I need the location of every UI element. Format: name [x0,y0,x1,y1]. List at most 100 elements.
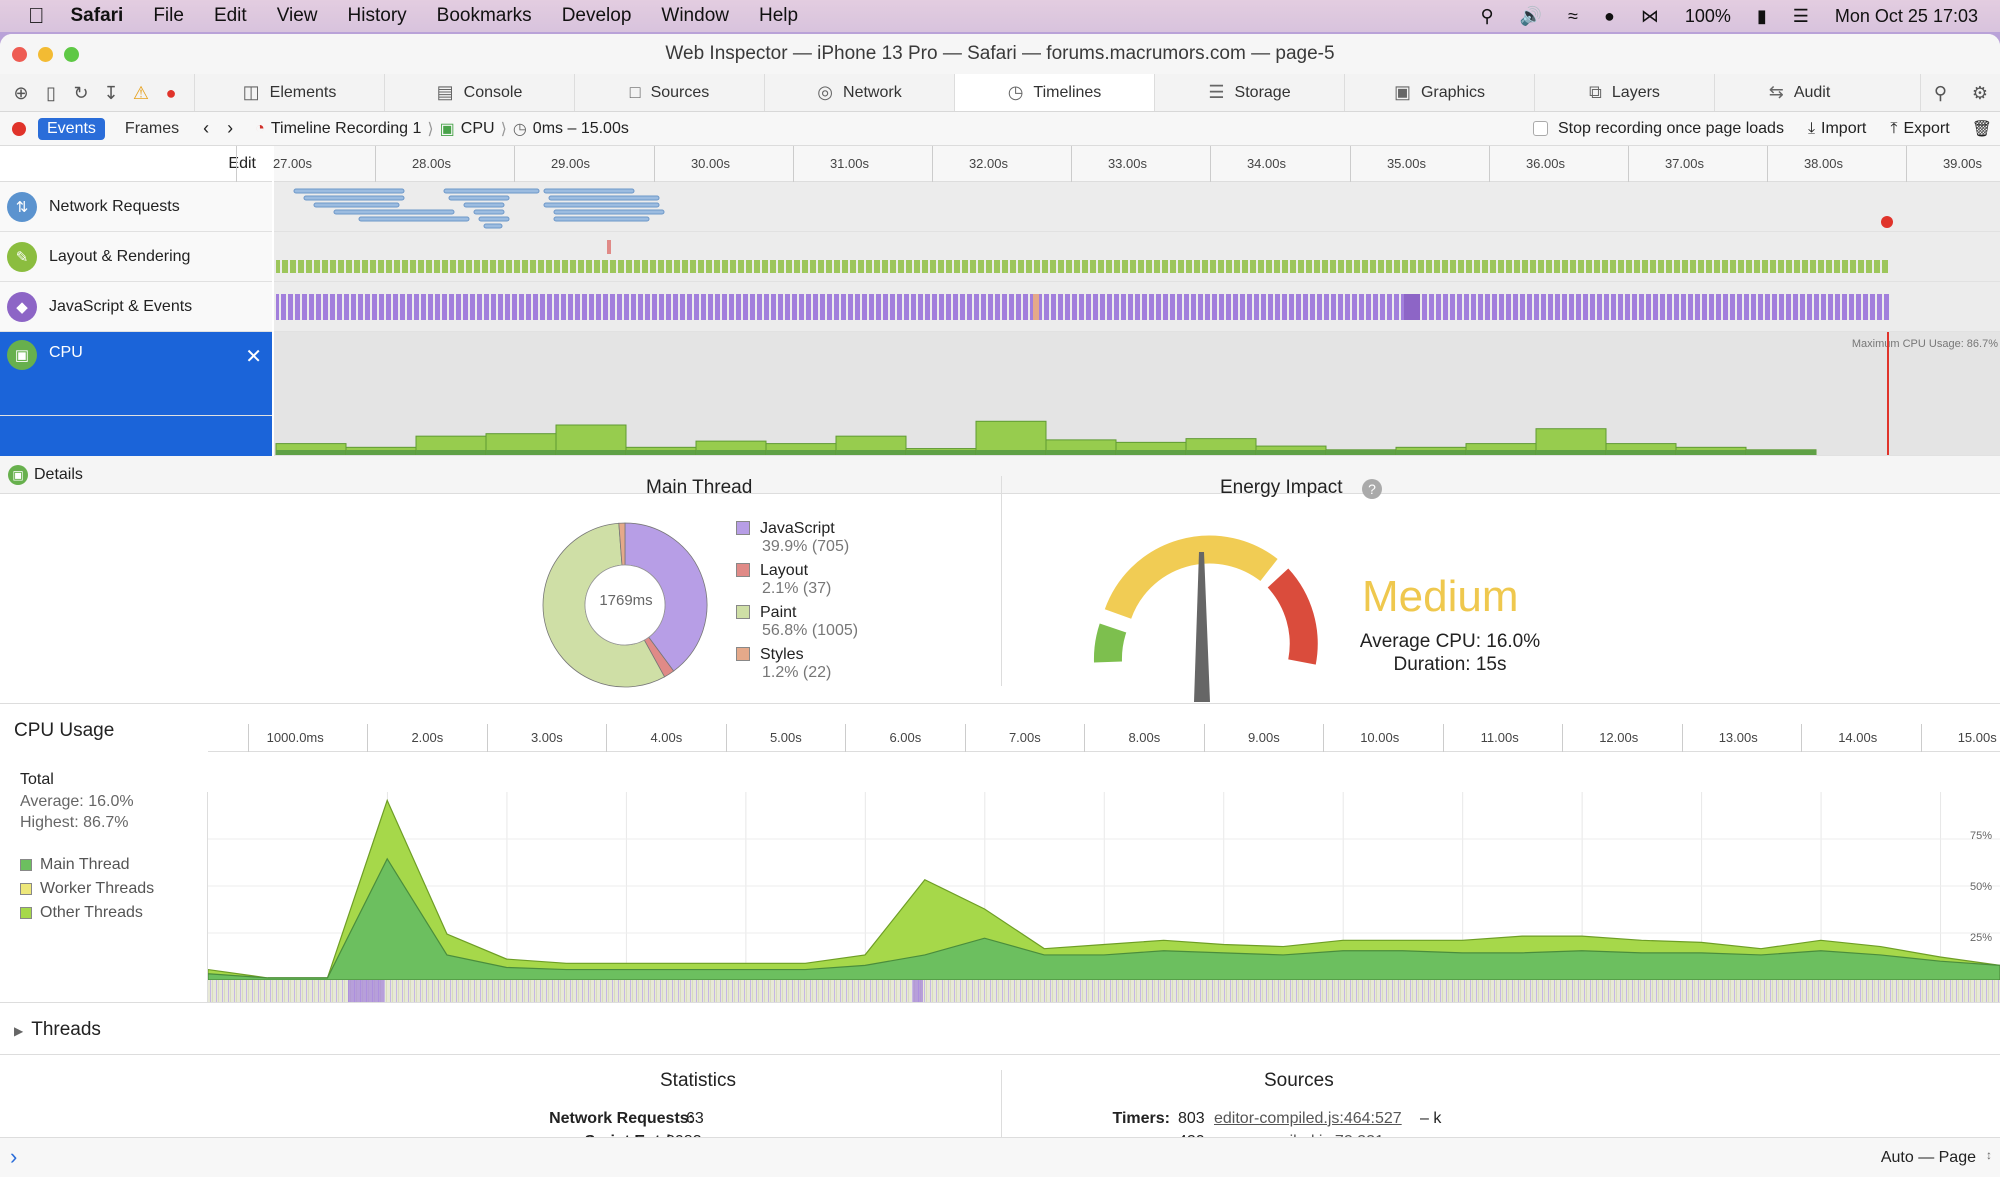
layout-rendering-bars [276,240,1890,273]
threads-disclosure[interactable]: ▶ Threads [14,1019,101,1041]
warning-icon[interactable]: ⚠ [132,83,150,103]
breadcrumb-range[interactable]: 0ms – 15.00s [532,119,629,137]
cpu-ruler-tick: 14.00s [1801,724,1881,752]
playhead-handle[interactable] [1881,216,1893,228]
tab-elements[interactable]: ◫ Elements [194,74,384,111]
export-icon[interactable]: ⤒ [1890,119,1898,137]
spotlight-icon[interactable]: ⚲ [1480,5,1494,26]
sources-link[interactable]: editor-compiled.js:464:527 [1214,1110,1402,1127]
help-icon[interactable]: ? [1362,479,1382,499]
network-lane[interactable] [274,182,2000,232]
device-icon[interactable]: ▯ [46,83,56,103]
wifi-icon[interactable]: ≈ [1568,5,1578,26]
execution-context-selector[interactable]: Auto — Page [1880,1149,1976,1166]
events-toggle[interactable]: Events [38,117,105,140]
menu-help[interactable]: Help [742,5,798,26]
ruler-tick: 28.00s [375,146,455,182]
zoom-window-button[interactable] [64,47,79,62]
legend-name: Styles [760,646,804,663]
menu-edit[interactable]: Edit [197,5,247,26]
import-button[interactable]: Import [1821,119,1867,137]
tab-timelines[interactable]: ◷ Timelines [954,74,1154,111]
track-cpu[interactable]: ▣ CPU ✕ [0,332,272,416]
tab-console[interactable]: ▤ Console [384,74,574,111]
console-prompt-icon[interactable]: › [10,1144,18,1169]
cpu-usage-ruler[interactable]: 1000.0ms 2.00s 3.00s 4.00s 5.00s 6.00s 7.00s 8.… [208,724,2000,752]
details-header[interactable]: ▣ Details [0,456,2000,494]
track-javascript-events[interactable]: ◆ JavaScript & Events [0,282,272,332]
ruler-tick: 29.00s [514,146,594,182]
frames-toggle[interactable]: Frames [124,119,180,137]
sources-label: Timers: [1112,1110,1170,1127]
track-label: JavaScript & Events [49,297,193,315]
cpu-usage-chart[interactable] [208,792,2000,1002]
volume-icon[interactable]: 🔊 [1519,5,1543,26]
battery-icon[interactable]: ▮ [1756,5,1767,26]
cpu-details-icon: ▣ [8,464,28,485]
breadcrumb-cpu[interactable]: CPU [460,119,495,137]
tab-sources[interactable]: □ Sources [574,74,764,111]
export-button[interactable]: Export [1903,119,1950,137]
tab-audit[interactable]: ⇆ Audit [1714,74,1884,111]
menu-history[interactable]: History [331,5,407,26]
bluetooth-icon[interactable]: ⋈ [1640,5,1659,26]
layers-icon: ⧉ [1589,82,1602,102]
forward-icon[interactable]: › [227,118,234,138]
ruler-tick: 38.00s [1767,146,1847,182]
menu-bookmarks[interactable]: Bookmarks [420,5,532,26]
tab-graphics[interactable]: ▣ Graphics [1344,74,1534,111]
edit-button[interactable]: Edit [228,155,256,172]
javascript-events-lane[interactable] [274,282,2000,332]
menu-develop[interactable]: Develop [545,5,632,26]
element-picker-icon[interactable]: ⊕ [13,83,29,103]
main-thread-donut [542,522,708,688]
legend-swatch [20,907,32,919]
tab-network[interactable]: ◎ Network [764,74,954,111]
trash-icon[interactable]: 🗑 [1971,120,1992,138]
time-ruler[interactable]: 27.00s 28.00s 29.00s 30.00s 31.00s 32.00… [236,146,2000,182]
back-icon[interactable]: ‹ [203,118,210,138]
menu-app-name[interactable]: Safari [54,5,124,26]
inspector-tab-bar: ⊕ ▯ ↻ ↧ ⚠ ● ◫ Elements ▤ Console □ Sources … [0,74,2000,112]
control-center-icon[interactable]: ☰ [1792,5,1809,26]
disclosure-triangle-icon[interactable]: ▶ [14,1024,24,1038]
stop-recording-label: Stop recording once page loads [1558,119,1784,137]
import-icon[interactable]: ⤓ [1807,119,1816,137]
tab-storage[interactable]: ☰ Storage [1154,74,1344,111]
close-icon[interactable]: ✕ [245,346,262,368]
gear-icon[interactable]: ⚙ [1971,83,1989,103]
legend-swatch [736,563,750,577]
legend-swatch [736,521,750,535]
reload-icon[interactable]: ↻ [73,83,89,103]
cpu-lane[interactable]: Maximum CPU Usage: 86.7% [274,332,2000,456]
clock[interactable]: Mon Oct 25 17:03 [1834,5,1978,26]
track-network-requests[interactable]: ⇅ Network Requests [0,182,272,232]
minimize-window-button[interactable] [38,47,53,62]
cpu-ruler-tick: 2.00s [367,724,447,752]
graphics-icon: ▣ [1393,82,1411,102]
sources-function: – k [1420,1110,1442,1127]
stop-recording-checkbox[interactable] [1533,121,1548,136]
error-icon[interactable]: ● [165,83,177,103]
menu-view[interactable]: View [260,5,318,26]
record-button[interactable] [12,121,26,136]
track-layout-rendering[interactable]: ✎ Layout & Rendering [0,232,272,282]
legend-name: Main Thread [40,856,130,873]
layout-rendering-lane[interactable] [274,232,2000,282]
apple-menu-icon[interactable]:  [28,3,45,29]
console-input[interactable] [30,1142,1830,1172]
status-app-icon[interactable]: ● [1603,5,1615,26]
stat-value: 63 [686,1110,704,1127]
breadcrumb-recording[interactable]: Timeline Recording 1 [270,119,422,137]
cpu-overview-bar-main [906,450,976,455]
menu-file[interactable]: File [136,5,184,26]
cpu-overview-bar [975,420,1047,455]
download-icon[interactable]: ↧ [103,83,119,103]
chevron-updown-icon[interactable]: ↕ [1986,1148,1992,1162]
tab-layers[interactable]: ⧉ Layers [1534,74,1714,111]
window-title: Web Inspector — iPhone 13 Pro — Safari —… [665,43,1335,64]
search-icon[interactable]: ⚲ [1920,74,1960,111]
playhead-line[interactable] [1887,332,1889,455]
close-window-button[interactable] [12,47,27,62]
menu-window[interactable]: Window [644,5,729,26]
